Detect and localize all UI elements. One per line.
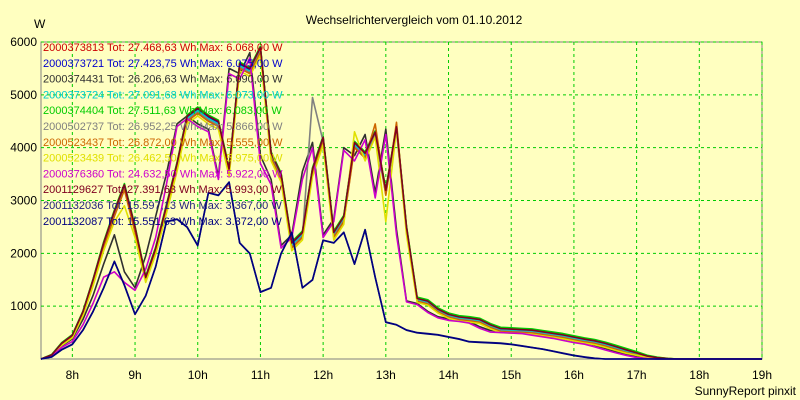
x-tick-label: 15h xyxy=(501,368,521,382)
legend: 2000373813 Tot: 27.468,63 Wh Max: 6.068,… xyxy=(43,42,283,228)
series-line-8 xyxy=(40,57,762,360)
series-line-11 xyxy=(40,181,762,360)
y-tick-label: 4000 xyxy=(10,141,37,155)
x-tick-label: 10h xyxy=(188,368,208,382)
y-tick-label: 5000 xyxy=(10,88,37,102)
y-tick-label: 3000 xyxy=(10,194,37,208)
legend-entry-7: 2000523439 Tot: 26.462,50 Wh Max: 5.975,… xyxy=(43,153,283,165)
y-tick-label: 6000 xyxy=(10,35,37,49)
series-lines xyxy=(40,45,762,360)
y-tick-label: 2000 xyxy=(10,246,37,260)
legend-entry-3: 2000373724 Tot: 27.091,68 Wh Max: 6.073,… xyxy=(43,89,283,101)
legend-entry-6: 2000523437 Tot: 26.872,00 Wh Max: 5.555,… xyxy=(43,137,283,149)
legend-entry-5: 2000502737 Tot: 26.952,25 Wh Max: 5.866,… xyxy=(43,121,283,133)
x-tick-label: 18h xyxy=(689,368,709,382)
legend-entry-0: 2000373813 Tot: 27.468,63 Wh Max: 6.068,… xyxy=(43,42,283,54)
series-line-9 xyxy=(40,46,762,360)
x-tick-label: 13h xyxy=(376,368,396,382)
x-tick-label: 16h xyxy=(564,368,584,382)
legend-entry-1: 2000373721 Tot: 27.423,75 Wh Max: 6.075,… xyxy=(43,58,283,70)
legend-entry-2: 2000374431 Tot: 26.206,63 Wh Max: 6.090,… xyxy=(43,74,283,86)
x-axis: 8h 9h 10h 11h 12h 13h 14h 15h 16h 17h 18h 19h xyxy=(66,368,772,382)
x-tick-label: 11h xyxy=(251,368,270,382)
legend-entry-10: 2001132036 Tot: 15.597,13 Wh Max: 3.367,… xyxy=(43,200,282,212)
legend-entry-4: 2000374404 Tot: 27.511,63 Wh Max: 6.083,… xyxy=(43,105,282,117)
x-tick-label: 9h xyxy=(128,368,141,382)
x-tick-label: 8h xyxy=(66,368,79,382)
y-tick-label: 1000 xyxy=(10,299,37,313)
legend-entry-8: 2000376360 Tot: 24.632,50 Wh Max: 5.922,… xyxy=(43,168,283,180)
x-tick-label: 17h xyxy=(627,368,647,382)
x-tick-label: 19h xyxy=(752,368,772,382)
legend-entry-11: 2001132087 Tot: 15.551,63 Wh Max: 3.372,… xyxy=(43,216,282,228)
footer-credit: SunnyReport pinxit xyxy=(695,384,797,398)
x-tick-label: 14h xyxy=(439,368,459,382)
chart-title: Wechselrichtervergleich vom 01.10.2012 xyxy=(306,13,523,27)
legend-entry-9: 2001129627 Tot: 27.391,63 Wh Max: 5.993,… xyxy=(43,184,282,196)
grid xyxy=(41,41,763,359)
x-tick-label: 12h xyxy=(313,368,333,382)
y-axis-label: W xyxy=(34,17,46,31)
y-axis: 1000 2000 3000 4000 5000 6000 xyxy=(10,35,37,313)
